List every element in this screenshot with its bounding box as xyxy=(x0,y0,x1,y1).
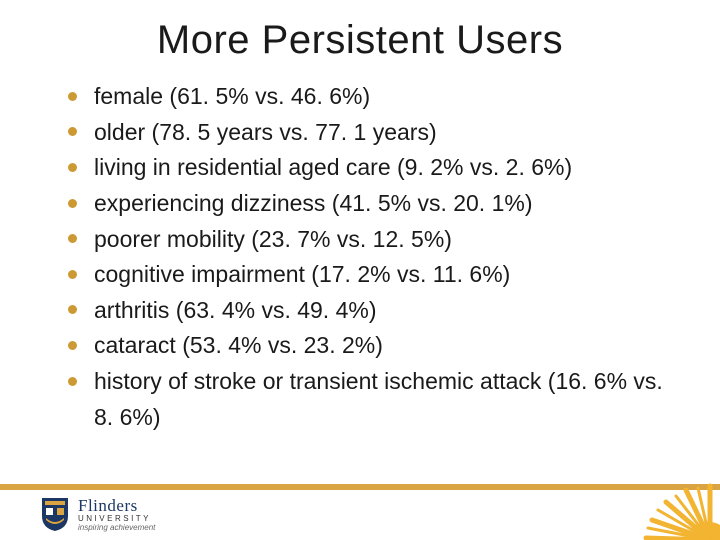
list-item: living in residential aged care (9. 2% v… xyxy=(68,150,680,186)
list-item: cognitive impairment (17. 2% vs. 11. 6%) xyxy=(68,257,680,293)
list-item: arthritis (63. 4% vs. 49. 4%) xyxy=(68,293,680,329)
logo-sub: UNIVERSITY xyxy=(78,515,155,523)
logo-name: Flinders xyxy=(78,497,155,514)
list-item: history of stroke or transient ischemic … xyxy=(68,364,680,435)
logo-text: Flinders UNIVERSITY inspiring achievemen… xyxy=(78,497,155,532)
list-item: female (61. 5% vs. 46. 6%) xyxy=(68,79,680,115)
bullet-list: female (61. 5% vs. 46. 6%) older (78. 5 … xyxy=(40,79,680,435)
slide-title: More Persistent Users xyxy=(40,18,680,63)
list-item: experiencing dizziness (41. 5% vs. 20. 1… xyxy=(68,186,680,222)
slide: More Persistent Users female (61. 5% vs.… xyxy=(0,0,720,540)
list-item: poorer mobility (23. 7% vs. 12. 5%) xyxy=(68,222,680,258)
university-logo: Flinders UNIVERSITY inspiring achievemen… xyxy=(40,496,155,532)
sun-icon xyxy=(600,480,720,540)
crest-icon xyxy=(40,496,70,532)
logo-tagline: inspiring achievement xyxy=(78,524,155,532)
list-item: cataract (53. 4% vs. 23. 2%) xyxy=(68,328,680,364)
list-item: older (78. 5 years vs. 77. 1 years) xyxy=(68,115,680,151)
footer: Flinders UNIVERSITY inspiring achievemen… xyxy=(0,480,720,540)
